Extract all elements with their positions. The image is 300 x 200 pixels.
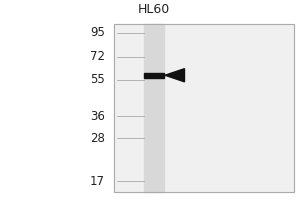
Text: 28: 28: [90, 132, 105, 145]
Text: 36: 36: [90, 110, 105, 123]
Text: 55: 55: [90, 73, 105, 86]
Text: HL60: HL60: [137, 3, 170, 16]
Bar: [144, 73, 164, 78]
Text: 72: 72: [90, 50, 105, 63]
Polygon shape: [165, 69, 184, 82]
Bar: [114, 24, 294, 192]
Bar: [114, 24, 294, 192]
Bar: [144, 24, 164, 192]
Text: 95: 95: [90, 26, 105, 39]
Text: 17: 17: [90, 175, 105, 188]
